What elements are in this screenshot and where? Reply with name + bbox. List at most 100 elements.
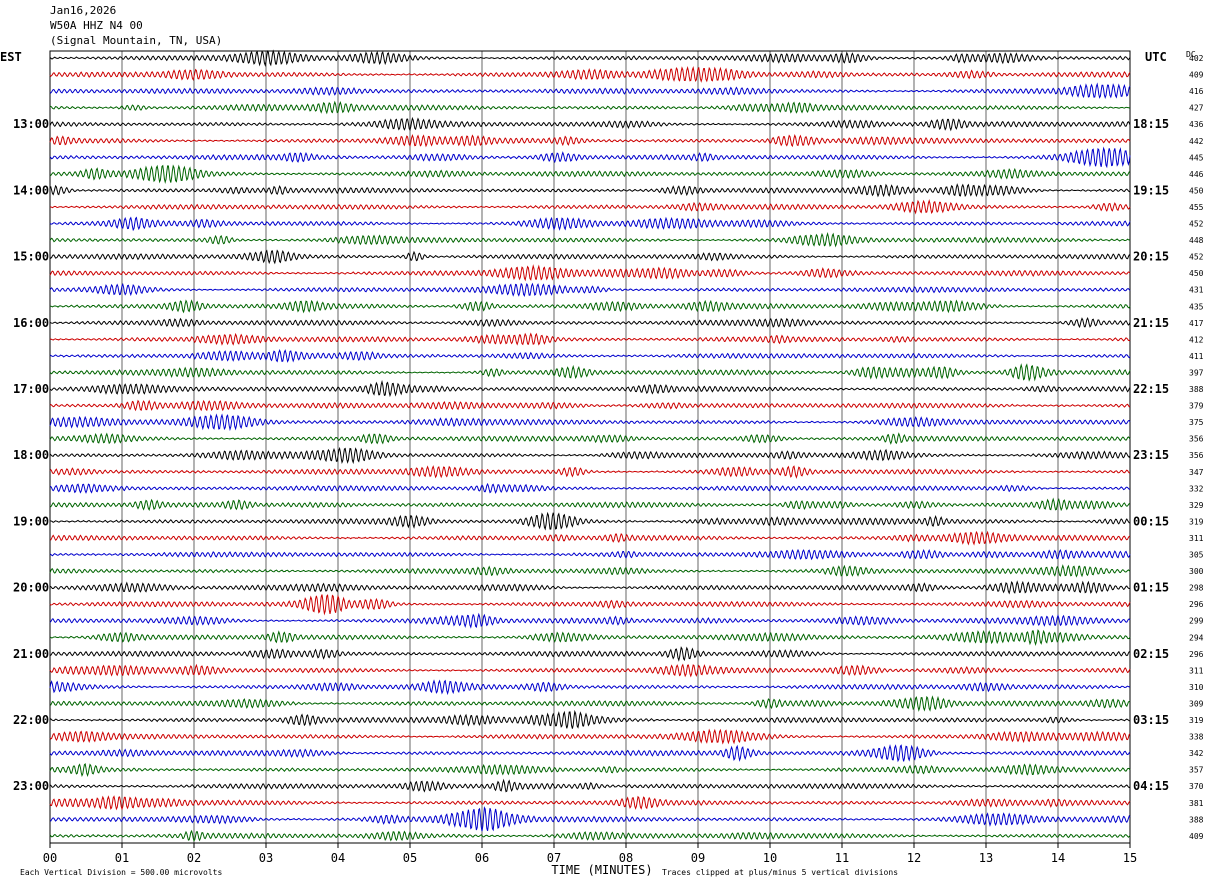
left-timezone-label: EST: [0, 50, 22, 64]
trace-row-40: [49, 709, 1131, 729]
dc-offset-label: 452: [1189, 253, 1204, 262]
trace-row-21: [49, 399, 1131, 412]
chart-location: (Signal Mountain, TN, USA): [50, 34, 223, 47]
dc-offset-label: 356: [1189, 435, 1204, 444]
dc-offset-label: 381: [1189, 799, 1204, 808]
hour-label-left: 16:00: [13, 316, 49, 330]
dc-offset-label: 356: [1189, 451, 1204, 460]
trace-row-20: [49, 379, 1131, 398]
plot-grid: [49, 50, 1131, 848]
x-tick-label: 04: [331, 851, 345, 865]
clipping-note: Traces clipped at plus/minus 5 vertical …: [662, 868, 898, 877]
trace-row-39: [49, 695, 1131, 712]
trace-row-2: [49, 82, 1131, 100]
x-tick-label: 10: [763, 851, 777, 865]
trace-row-11: [49, 231, 1131, 248]
trace-row-0: [49, 49, 1131, 67]
trace-row-47: [49, 829, 1131, 843]
hour-label-right: 02:15: [1133, 647, 1169, 661]
dc-offset-label: 296: [1189, 600, 1204, 609]
x-tick-label: 07: [547, 851, 561, 865]
dc-offset-label: 300: [1189, 567, 1204, 576]
hour-label-left: 17:00: [13, 382, 49, 396]
right-timezone-label: UTC: [1145, 50, 1167, 64]
dc-offset-label: 416: [1189, 87, 1204, 96]
dc-offset-label: 329: [1189, 501, 1204, 510]
x-axis-title: TIME (MINUTES): [551, 863, 652, 877]
trace-row-1: [49, 65, 1131, 83]
dc-offset-label: 311: [1189, 534, 1204, 543]
dc-offset-label: 375: [1189, 418, 1204, 427]
chart-date: Jan16,2026: [50, 4, 117, 17]
hour-label-right: 21:15: [1133, 316, 1169, 330]
dc-offset-label: 311: [1189, 666, 1204, 675]
hour-label-left: 23:00: [13, 779, 49, 793]
dc-offset-label: 442: [1189, 137, 1204, 146]
hour-label-right: 03:15: [1133, 713, 1169, 727]
dc-offset-label: 450: [1189, 269, 1204, 278]
trace-row-24: [49, 446, 1131, 465]
dc-offset-label: 431: [1189, 286, 1204, 295]
dc-offset-label: 445: [1189, 153, 1204, 162]
trace-row-9: [49, 198, 1131, 215]
trace-row-6: [49, 146, 1131, 169]
x-tick-label: 15: [1123, 851, 1137, 865]
dc-offset-label: 452: [1189, 220, 1204, 229]
dc-offset-label: 298: [1189, 584, 1204, 593]
trace-row-31: [49, 564, 1131, 578]
trace-row-42: [49, 744, 1131, 763]
dc-offset-label: 411: [1189, 352, 1204, 361]
chart-channel: W50A HHZ N4 00: [50, 19, 143, 32]
trace-row-34: [49, 612, 1131, 629]
hour-label-right: 19:15: [1133, 183, 1169, 197]
trace-row-44: [49, 778, 1131, 793]
trace-row-4: [49, 116, 1131, 132]
x-tick-label: 02: [187, 851, 201, 865]
dc-offset-label: 409: [1189, 832, 1204, 841]
trace-row-18: [49, 349, 1131, 363]
dc-offset-label: 409: [1189, 71, 1204, 80]
dc-offset-label: 388: [1189, 385, 1204, 394]
trace-row-12: [49, 249, 1131, 265]
dc-offset-label: 370: [1189, 782, 1204, 791]
trace-row-32: [49, 580, 1131, 595]
dc-offset-label: 436: [1189, 120, 1204, 129]
dc-offset-label: 397: [1189, 368, 1204, 377]
hour-label-left: 22:00: [13, 713, 49, 727]
dc-offset-label: 309: [1189, 699, 1204, 708]
trace-row-29: [49, 530, 1131, 546]
dc-offset-label: 305: [1189, 551, 1204, 560]
dc-offset-label: 342: [1189, 749, 1204, 758]
hour-label-right: 01:15: [1133, 581, 1169, 595]
dc-offset-label: 455: [1189, 203, 1204, 212]
trace-row-26: [49, 482, 1131, 495]
trace-row-17: [49, 332, 1131, 346]
hour-label-left: 20:00: [13, 581, 49, 595]
hour-label-right: 18:15: [1133, 117, 1169, 131]
dc-offset-label: 338: [1189, 733, 1204, 742]
dc-offset-label: 299: [1189, 617, 1204, 626]
dc-offset-label: 446: [1189, 170, 1204, 179]
dc-offset-label: 296: [1189, 650, 1204, 659]
dc-offset-label: 332: [1189, 484, 1204, 493]
trace-row-16: [49, 317, 1131, 329]
trace-row-8: [49, 183, 1131, 198]
trace-row-10: [49, 216, 1131, 232]
dc-offset-label: 294: [1189, 633, 1204, 642]
x-tick-label: 11: [835, 851, 849, 865]
dc-offset-label: 450: [1189, 186, 1204, 195]
x-tick-label: 03: [259, 851, 273, 865]
x-tick-label: 00: [43, 851, 57, 865]
dc-offset-label: 412: [1189, 335, 1204, 344]
x-tick-label: 12: [907, 851, 921, 865]
trace-row-28: [49, 511, 1131, 531]
trace-row-25: [49, 465, 1131, 479]
x-tick-label: 01: [115, 851, 129, 865]
dc-offset-label: 357: [1189, 766, 1204, 775]
trace-row-36: [49, 646, 1131, 662]
trace-row-22: [49, 413, 1131, 432]
trace-row-37: [49, 663, 1131, 678]
dc-offset-label: 388: [1189, 815, 1204, 824]
trace-row-5: [49, 133, 1131, 148]
dc-offset-label: 435: [1189, 302, 1204, 311]
